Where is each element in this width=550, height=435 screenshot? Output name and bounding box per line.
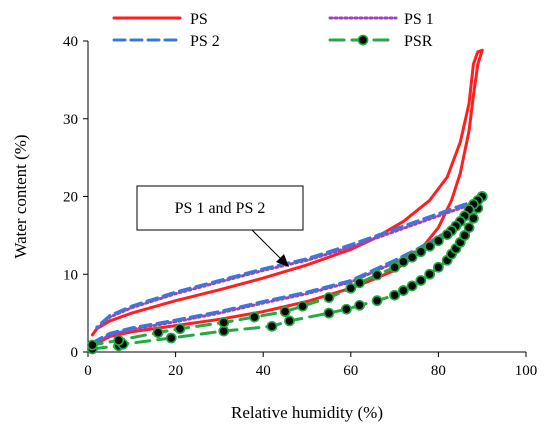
series-ps2-desorption-line [95, 196, 484, 329]
annotation-text: PS 1 and PS 2 [175, 200, 266, 217]
psr-desorption-point [218, 317, 230, 328]
psr-sorption-point [165, 332, 177, 344]
psr-desorption-point [174, 323, 186, 335]
psr-sorption-point [266, 320, 278, 332]
axes-group: 0 20 40 60 80 100 0 10 20 30 40 Relative humidity (… [11, 34, 537, 422]
psr-desorption-point [323, 292, 335, 303]
psr-sorption-point [468, 212, 479, 224]
psr-desorption-point [441, 229, 453, 240]
psr-desorption-point [415, 246, 427, 258]
x-tick-label: 0 [84, 363, 92, 379]
psr-desorption-point [152, 327, 164, 338]
psr-sorption-point [406, 280, 418, 292]
annotation-box [136, 185, 304, 231]
psr-sorption-point [459, 229, 471, 241]
annotation-arrow-head [276, 254, 289, 267]
psr-sorption-point [284, 315, 295, 327]
psr-sorption-point [397, 285, 409, 296]
x-tick-label: 60 [343, 363, 358, 379]
y-tick-label: 0 [71, 345, 79, 361]
legend-label-psr: PSR [404, 33, 433, 50]
psr-desorption-point [406, 251, 418, 263]
y-tick-label: 40 [63, 34, 78, 50]
y-tick-label: 30 [63, 112, 78, 128]
psr-desorption-point [297, 300, 309, 312]
psr-desorption-point [371, 269, 383, 281]
psr-sorption-point [323, 307, 335, 319]
psr-desorption-point [397, 256, 409, 268]
x-axis-title: Relative humidity (%) [231, 403, 383, 422]
annotation-arrow-line [251, 229, 282, 260]
legend-label-ps1: PS 1 [404, 11, 434, 28]
psr-sorption-point [415, 275, 427, 286]
psr-sorption-point [424, 268, 436, 280]
series-ps-sorption-line [90, 48, 484, 348]
x-tick-label: 80 [431, 363, 446, 379]
annotation-group: PS 1 and PS 2 [136, 185, 304, 267]
series-group [86, 48, 488, 355]
legend-label-ps2: PS 2 [190, 33, 220, 50]
series-ps2-sorption-line [90, 196, 484, 345]
psr-sorption-point [432, 261, 444, 273]
legend-group: PS PS 1 PS 2 PSR [112, 11, 434, 50]
psr-desorption-point [249, 311, 260, 323]
psr-sorption-point [463, 222, 475, 233]
psr-desorption-point [424, 240, 436, 252]
psr-desorption-point [345, 282, 357, 294]
x-tick-label: 20 [168, 363, 183, 379]
x-tick-label: 100 [515, 363, 538, 379]
y-axis-title: Water content (%) [11, 134, 30, 258]
psr-desorption-point [113, 334, 125, 346]
legend-marker-psr [357, 34, 369, 46]
y-tick-label: 20 [63, 190, 78, 206]
psr-sorption-point [389, 289, 400, 301]
psr-sorption-point [371, 295, 383, 307]
psr-desorption-point [354, 277, 365, 289]
legend-label-ps: PS [190, 11, 208, 28]
x-tick-label: 40 [256, 363, 271, 379]
series-ps-desorption-line [90, 48, 484, 337]
psr-desorption-point [279, 306, 291, 317]
psr-sorption-point [341, 303, 352, 315]
psr-sorption-point [354, 299, 365, 311]
psr-desorption-point [432, 235, 444, 247]
y-tick-label: 10 [63, 267, 78, 283]
psr-desorption-point [389, 261, 400, 273]
psr-desorption-point [86, 339, 98, 351]
